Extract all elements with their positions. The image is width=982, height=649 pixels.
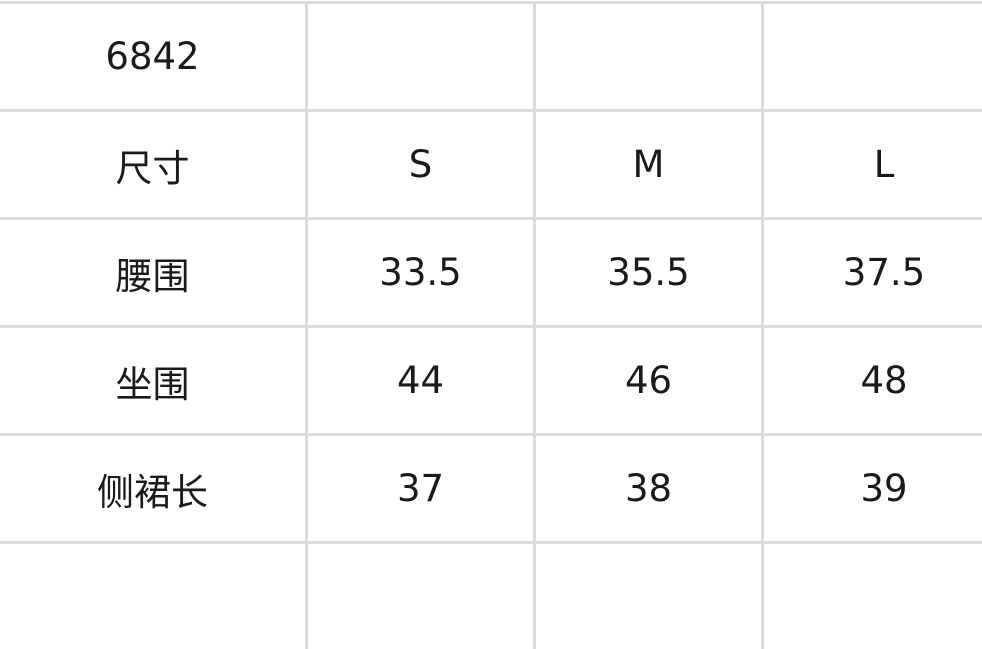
table-cell: 39: [764, 436, 982, 541]
table-cell: L: [764, 112, 982, 217]
table-cell: 37.5: [764, 220, 982, 325]
table-cell: 44: [308, 328, 533, 433]
table-cell: [308, 544, 533, 649]
table-cell: M: [536, 112, 761, 217]
table-cell: [308, 4, 533, 109]
table-cell: [536, 544, 761, 649]
table-cell: 尺寸: [0, 112, 305, 217]
table-cell: [0, 544, 305, 649]
table-cell: 38: [536, 436, 761, 541]
table-cell: 侧裙长: [0, 436, 305, 541]
table-cell: 6842: [0, 4, 305, 109]
table-cell: 46: [536, 328, 761, 433]
table-cell: 33.5: [308, 220, 533, 325]
table-cell: S: [308, 112, 533, 217]
table-cell: [764, 4, 982, 109]
table-cell: 48: [764, 328, 982, 433]
table-cell: 35.5: [536, 220, 761, 325]
table-cell: [536, 4, 761, 109]
table-cell: [764, 544, 982, 649]
table-cell: 腰围: [0, 220, 305, 325]
table-cell: 37: [308, 436, 533, 541]
table-cell: 坐围: [0, 328, 305, 433]
